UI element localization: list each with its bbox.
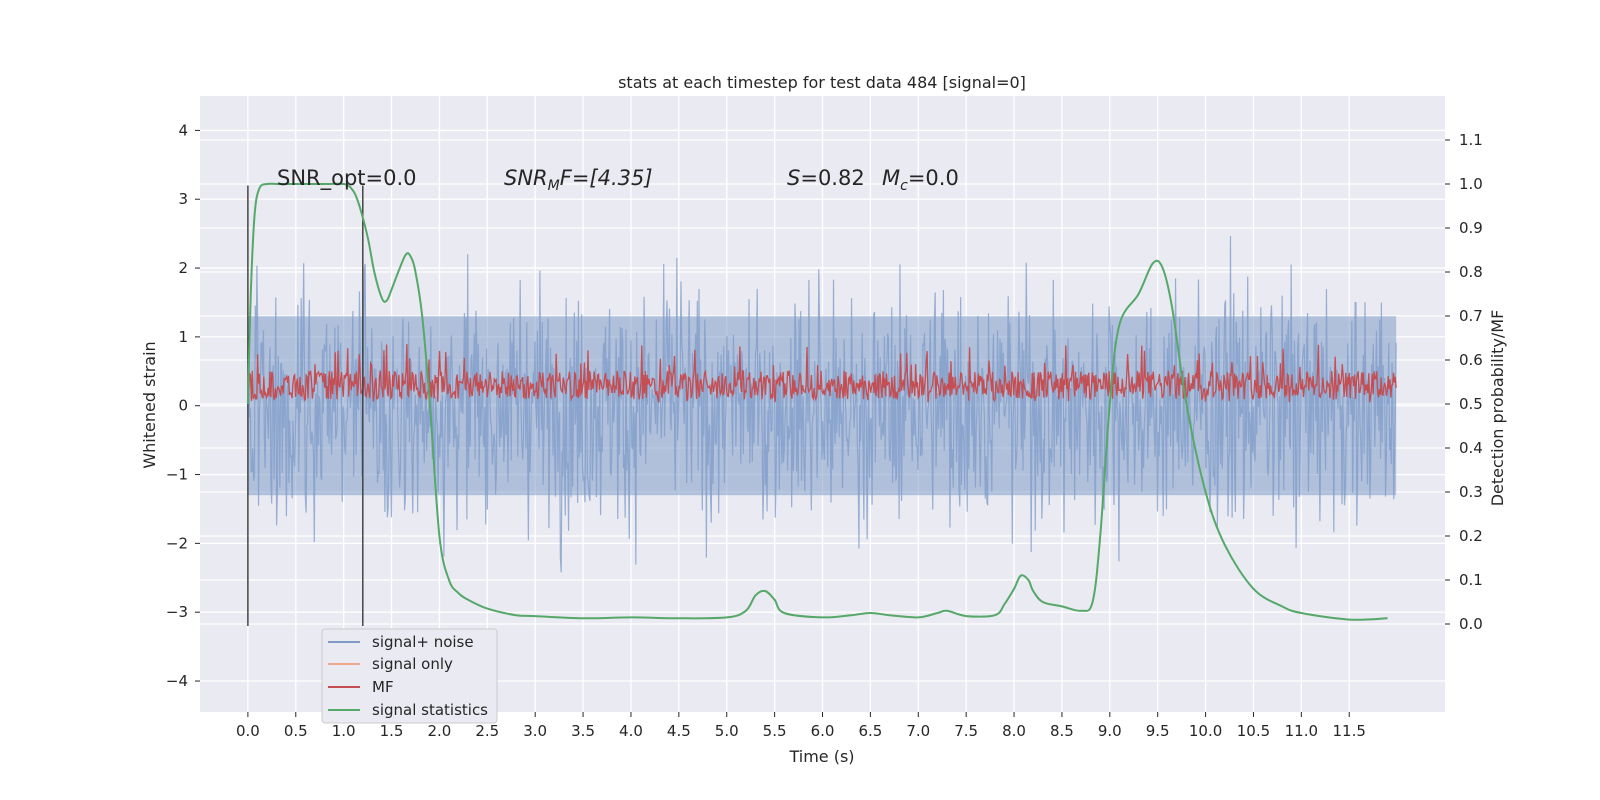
- x-tick-label: 5.5: [763, 722, 787, 740]
- legend-box: [321, 628, 498, 724]
- x-tick-label: 10.5: [1237, 722, 1270, 740]
- y-ticks: 4 3 2 1 0 −1 −2 −3 −4: [166, 121, 200, 690]
- y2-tick-label: 0.7: [1459, 307, 1483, 325]
- legend-label-mf: MF: [372, 678, 394, 696]
- x-tick-label: 10.0: [1189, 722, 1222, 740]
- snr-mf-base: SNR: [504, 166, 548, 190]
- x-tick-label: 8.0: [1002, 722, 1026, 740]
- s-annotation: S=0.82: [787, 166, 865, 190]
- y2-tick-label: 1.0: [1459, 175, 1483, 193]
- series-stats: [246, 182, 1388, 621]
- x-tick-label: 1.0: [332, 722, 356, 740]
- legend: signal+ noise signal only MF signal stat…: [321, 628, 498, 724]
- x-tick-label: 11.5: [1333, 722, 1366, 740]
- series-noise: [247, 235, 1397, 573]
- x-tick-label: 4.5: [667, 722, 691, 740]
- y-tick-label: −3: [166, 603, 188, 621]
- x-tick-label: 0.5: [284, 722, 308, 740]
- y-tick-label: 0: [178, 397, 188, 415]
- y2-tick-label: 1.1: [1459, 131, 1483, 149]
- mc-annotation: Mc=0.0: [882, 166, 959, 194]
- legend-label-noise: signal+ noise: [372, 633, 474, 651]
- y2-tick-label: 0.9: [1459, 219, 1483, 237]
- vertical-markers: [247, 185, 364, 626]
- x-tick-label: 3.0: [523, 722, 547, 740]
- legend-label-signal-only: signal only: [372, 655, 453, 673]
- stats-line: [246, 182, 1388, 621]
- y-tick-label: 3: [178, 190, 188, 208]
- mc-sub: c: [900, 178, 908, 194]
- y2-tick-label: 0.1: [1459, 571, 1483, 589]
- x-tick-label: 7.5: [954, 722, 978, 740]
- x-tick-label: 9.0: [1098, 722, 1122, 740]
- chart-title: stats at each timestep for test data 484…: [618, 73, 1026, 92]
- x-tick-label: 1.5: [380, 722, 404, 740]
- y2-tick-label: 0.8: [1459, 263, 1483, 281]
- s-value: =0.82: [800, 166, 864, 190]
- x-tick-label: 4.0: [619, 722, 643, 740]
- y2-tick-label: 0.2: [1459, 527, 1483, 545]
- x-tick-label: 7.0: [906, 722, 930, 740]
- x-tick-label: 2.5: [475, 722, 499, 740]
- x-ticks: 0.0 0.5 1.0 1.5 2.0 2.5 3.0 3.5 4.0 4.5 5.0 5.5 6.0 6…: [236, 712, 1366, 740]
- x-axis-label: Time (s): [788, 747, 854, 766]
- y2-axis-label: Detection probability/MF: [1488, 310, 1507, 507]
- y2-ticks: 1.1 1.0 0.9 0.8 0.7 0.6 0.5 0.4 0.3 0.2 0.1 0.0: [1445, 131, 1483, 633]
- snr-mf-annotation: SNRMF=[4.35]: [504, 166, 653, 194]
- snr-mf-sub: M: [548, 178, 560, 194]
- s-symbol: S: [787, 166, 800, 190]
- y2-tick-label: 0.6: [1459, 351, 1483, 369]
- x-tick-label: 0.0: [236, 722, 260, 740]
- mc-value: =0.0: [908, 166, 959, 190]
- y-tick-label: −4: [166, 672, 188, 690]
- y2-tick-label: 0.0: [1459, 615, 1483, 633]
- snr-opt-annotation: SNR_opt=0.0: [277, 166, 417, 191]
- x-tick-label: 9.5: [1146, 722, 1170, 740]
- snr-mf-f: F=[4.35]: [560, 166, 653, 190]
- legend-label-stats: signal statistics: [372, 701, 488, 719]
- x-tick-label: 11.0: [1285, 722, 1318, 740]
- y2-tick-label: 0.3: [1459, 483, 1483, 501]
- y-axis-label: Whitened strain: [140, 341, 159, 468]
- y2-tick-label: 0.4: [1459, 439, 1483, 457]
- x-tick-label: 6.5: [858, 722, 882, 740]
- x-tick-label: 6.0: [811, 722, 835, 740]
- series-mf: [247, 344, 1397, 403]
- y2-tick-label: 0.5: [1459, 395, 1483, 413]
- snr-mf-rest: F=[4.35]: [560, 166, 653, 190]
- x-tick-label: 3.5: [571, 722, 595, 740]
- y-tick-label: 2: [178, 259, 188, 277]
- x-tick-label: 8.5: [1050, 722, 1074, 740]
- noise-core: [247, 316, 1397, 496]
- mc-symbol: M: [882, 166, 900, 190]
- y-tick-label: 4: [178, 121, 188, 139]
- y-tick-label: −1: [166, 466, 188, 484]
- y-tick-label: −2: [166, 534, 188, 552]
- x-tick-label: 2.0: [427, 722, 451, 740]
- x-tick-label: 5.0: [715, 722, 739, 740]
- mf-trace: [247, 344, 1397, 403]
- y-tick-label: 1: [178, 328, 188, 346]
